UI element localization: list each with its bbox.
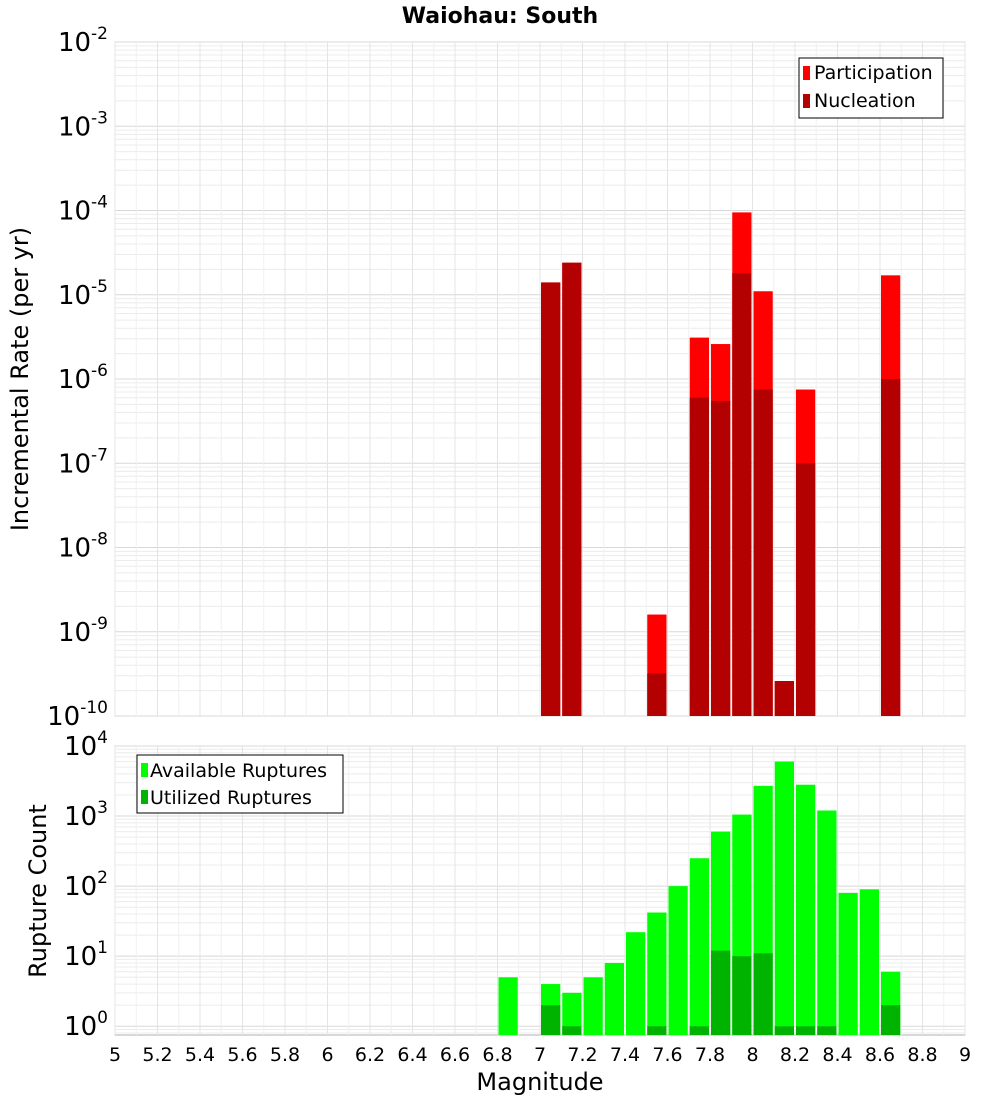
nucleation-bar <box>753 389 773 716</box>
x-tick-label: 5.8 <box>270 1044 300 1066</box>
utilized-ruptures-bar <box>689 1026 709 1035</box>
rate-y-tick-label: 10-5 <box>58 277 108 311</box>
available-ruptures-bar <box>562 992 582 1035</box>
available-ruptures-bar <box>774 761 794 1035</box>
available-ruptures-bar <box>796 784 816 1035</box>
x-tick-label: 7.2 <box>567 1044 597 1066</box>
count-y-axis-label: Rupture Count <box>24 804 52 978</box>
utilized-ruptures-bar <box>881 1005 901 1035</box>
nucleation-legend-swatch <box>803 94 810 108</box>
utilized-ruptures-bar <box>732 956 752 1035</box>
count-y-tick-label: 102 <box>64 868 108 902</box>
available-ruptures-bar <box>817 810 837 1035</box>
utilized-ruptures-bar <box>711 950 731 1035</box>
rate-bars <box>541 212 901 717</box>
x-tick-label: 8.2 <box>780 1044 810 1066</box>
x-tick-label: 7.4 <box>610 1044 640 1066</box>
rate-y-tick-label: 10-6 <box>58 361 108 395</box>
available-legend-label: Available Ruptures <box>150 760 327 782</box>
x-tick-label: 5 <box>109 1044 121 1066</box>
count-y-tick-label: 103 <box>64 798 108 832</box>
utilized-ruptures-bar <box>774 1026 794 1035</box>
nucleation-bar <box>647 673 667 716</box>
magnitude-x-ticks: 5 5.2 5.4 5.6 5.8 6 6.2 6.4 6.6 6.8 7 7.2 7.4 7.6 7.8 8… <box>109 1044 971 1066</box>
utilized-legend-label: Utilized Ruptures <box>150 787 312 809</box>
utilized-ruptures-bar <box>817 1026 837 1035</box>
rate-y-tick-label: 10-8 <box>58 530 108 564</box>
x-tick-label: 7.6 <box>652 1044 682 1066</box>
x-tick-label: 8.8 <box>907 1044 937 1066</box>
rate-y-tick-label: 10-4 <box>58 193 108 227</box>
rate-grid <box>114 41 966 717</box>
x-tick-label: 7.8 <box>695 1044 725 1066</box>
x-tick-label: 5.4 <box>185 1044 215 1066</box>
utilized-ruptures-bar <box>647 1026 667 1035</box>
rate-y-ticks: 10-10 10-9 10-8 10-7 10-6 10-5 10-4 10-3 10-2 <box>47 24 108 732</box>
count-y-tick-label: 101 <box>64 938 108 972</box>
nucleation-bar <box>541 282 561 716</box>
x-tick-label: 6.8 <box>482 1044 512 1066</box>
nucleation-bar <box>881 379 901 716</box>
utilized-ruptures-bar <box>796 1026 816 1035</box>
x-tick-label: 5.2 <box>142 1044 172 1066</box>
nucleation-legend-label: Nucleation <box>814 90 916 112</box>
rate-y-tick-label: 10-2 <box>58 24 108 58</box>
x-tick-label: 8.4 <box>822 1044 852 1066</box>
available-legend-swatch <box>141 763 148 777</box>
rate-y-tick-label: 10-9 <box>58 614 108 648</box>
utilized-ruptures-bar <box>753 953 773 1035</box>
count-legend: Available Ruptures Utilized Ruptures <box>136 754 344 814</box>
utilized-ruptures-bar <box>562 1026 582 1035</box>
count-bars <box>498 761 901 1035</box>
count-panel: 100 101 102 103 104 5 5.2 5.4 5.6 5.8 6 6.2 6.4 6.6 6… <box>24 728 971 1096</box>
count-y-tick-label: 100 <box>64 1008 108 1042</box>
x-tick-label: 5.6 <box>227 1044 257 1066</box>
count-legend-box <box>136 754 344 814</box>
rate-legend-box <box>798 57 944 119</box>
x-tick-label: 6 <box>321 1044 333 1066</box>
nucleation-bar <box>711 400 731 716</box>
nucleation-bar <box>774 681 794 716</box>
available-ruptures-bar <box>668 886 688 1035</box>
x-tick-label: 7 <box>534 1044 546 1066</box>
available-ruptures-bar <box>626 932 646 1035</box>
utilized-ruptures-bar <box>541 1005 561 1035</box>
rate-y-axis-label: Incremental Rate (per yr) <box>6 227 34 531</box>
x-tick-label: 6.2 <box>355 1044 385 1066</box>
nucleation-bar <box>796 463 816 716</box>
x-tick-label: 8.6 <box>865 1044 895 1066</box>
available-ruptures-bar <box>859 889 879 1035</box>
rate-y-tick-label: 10-7 <box>58 445 108 479</box>
chart-title: Waiohau: South <box>402 4 598 29</box>
available-ruptures-bar <box>838 892 858 1035</box>
rate-legend: Participation Nucleation <box>798 57 944 119</box>
rate-panel: 10-10 10-9 10-8 10-7 10-6 10-5 10-4 10-3 10-2 In… <box>6 24 966 732</box>
available-ruptures-bar <box>604 962 624 1035</box>
rate-y-tick-label: 10-10 <box>47 698 108 732</box>
nucleation-bar <box>689 397 709 716</box>
rate-y-tick-label: 10-3 <box>58 108 108 142</box>
utilized-legend-swatch <box>141 790 148 804</box>
available-ruptures-bar <box>498 977 518 1035</box>
x-tick-label: 6.4 <box>397 1044 427 1066</box>
x-tick-label: 8 <box>746 1044 758 1066</box>
count-y-tick-label: 104 <box>64 728 108 762</box>
available-ruptures-bar <box>689 858 709 1035</box>
nucleation-bar <box>562 262 582 716</box>
participation-legend-swatch <box>803 66 810 80</box>
nucleation-bar <box>732 273 752 716</box>
available-ruptures-bar <box>583 977 603 1035</box>
participation-legend-label: Participation <box>814 62 933 84</box>
x-tick-label: 6.6 <box>440 1044 470 1066</box>
x-tick-label: 9 <box>959 1044 971 1066</box>
count-y-ticks: 100 101 102 103 104 <box>64 728 108 1042</box>
available-ruptures-bar <box>647 912 667 1035</box>
x-axis-label: Magnitude <box>476 1068 603 1096</box>
